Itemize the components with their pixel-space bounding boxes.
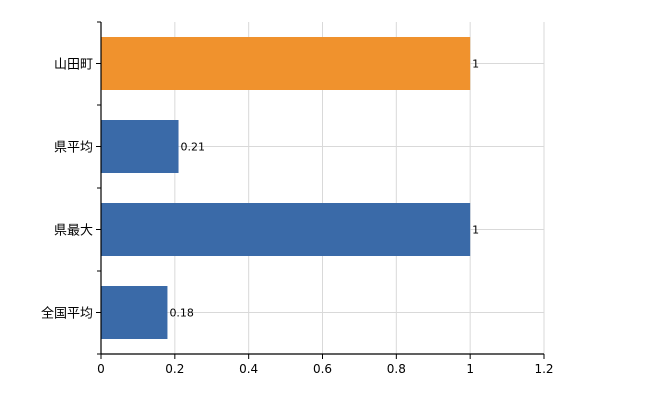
bar-1	[101, 37, 471, 90]
x-tick-label: 1.2	[534, 362, 553, 376]
bar-4	[101, 286, 168, 339]
category-label: 山田町	[54, 58, 93, 73]
x-tick-label: 0.2	[165, 362, 184, 376]
bar-layer	[101, 37, 471, 339]
bar-2	[101, 120, 179, 173]
data-label: 0.18	[169, 307, 194, 320]
x-tick-label: 0	[97, 362, 105, 376]
category-label: 県最大	[54, 224, 93, 239]
x-tick-label: 1	[466, 362, 474, 376]
data-label: 0.21	[181, 141, 206, 154]
x-tick-label: 0.4	[239, 362, 258, 376]
axis-layer	[96, 21, 545, 359]
category-label: 県平均	[54, 141, 93, 156]
data-label: 1	[472, 58, 479, 71]
category-label: 全国平均	[41, 306, 93, 322]
bar-3	[101, 203, 471, 256]
x-tick-label: 0.6	[313, 362, 332, 376]
data-label: 1	[472, 224, 479, 237]
x-tick-label: 0.8	[387, 362, 406, 376]
